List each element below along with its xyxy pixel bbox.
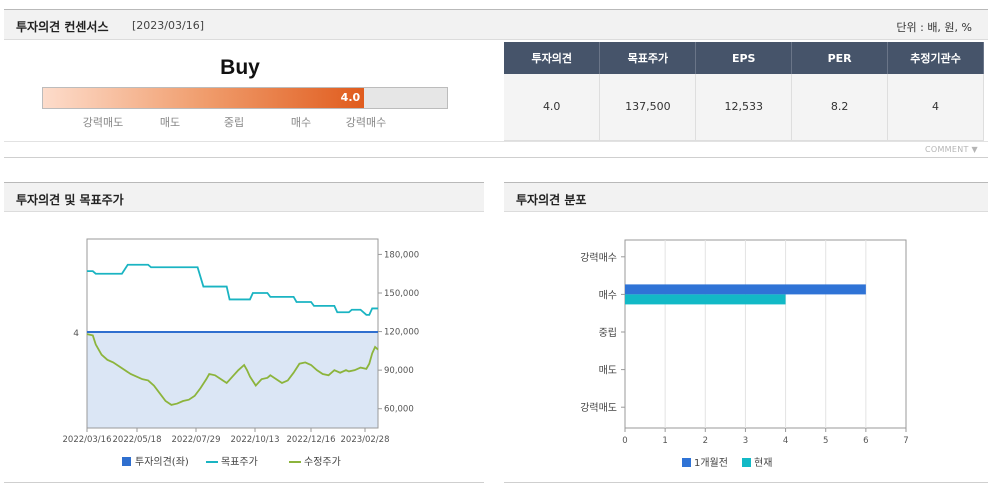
legend-label-target-price: 목표주가 (221, 456, 258, 468)
right-plot-frame (624, 239, 907, 429)
x-axis-tick-label: 4 (783, 436, 788, 446)
y-axis-category-label: 매도 (599, 365, 617, 377)
x-axis-tick-label: 2022/07/29 (172, 435, 221, 445)
legend-label-adjusted-price: 수정주가 (304, 456, 341, 468)
gauge-fill: 4.0 (43, 88, 365, 108)
legend-label-opinion: 투자의견(좌) (135, 456, 189, 468)
adjusted-price-line (86, 333, 379, 406)
right-panel-bottom-divider (504, 482, 988, 483)
target-price-line (87, 263, 378, 316)
opinion-area-fill (87, 332, 378, 428)
opinion-distribution-title: 투자의견 분포 (516, 193, 587, 207)
x-axis-tick-label: 2023/02/28 (341, 435, 390, 445)
right-axis-tick-label: 120,000 (384, 328, 419, 338)
table-header-cell: 목표주가 (599, 42, 697, 74)
gauge-label: 강력매도 (82, 116, 124, 129)
x-axis-tick-label: 7 (903, 436, 908, 446)
table-cell: 4 (887, 74, 984, 141)
x-axis-tick-label: 2 (703, 436, 708, 446)
gauge-value: 4.0 (340, 91, 361, 104)
consensus-title: 투자의견 컨센서스 (16, 20, 109, 34)
bar (625, 284, 866, 295)
table-header-cell: 추정기관수 (887, 42, 984, 74)
opinion-distribution-panel-header: 투자의견 분포 (504, 182, 988, 212)
legend-swatch-opinion (122, 457, 131, 466)
x-axis-tick-label: 2022/05/18 (113, 435, 162, 445)
opinion-target-panel-header: 투자의견 및 목표주가 (4, 182, 484, 212)
y-axis-category-label: 강력매수 (580, 252, 617, 264)
x-axis-tick-label: 2022/12/16 (287, 435, 336, 445)
table-header-cell: PER (791, 42, 889, 74)
table-header-cell: 투자의견 (504, 42, 601, 74)
comment-row: COMMENT ▼ (4, 141, 988, 158)
right-axis-tick-label: 150,000 (384, 289, 419, 299)
bar (625, 294, 786, 305)
table-row: 4.0 137,500 12,533 8.2 4 (504, 74, 984, 141)
right-axis-tick-label: 180,000 (384, 250, 419, 260)
right-axis-tick-label: 90,000 (384, 366, 414, 376)
legend-swatch-current (742, 458, 751, 467)
x-axis-tick-label: 6 (863, 436, 868, 446)
y-axis-category-label: 강력매도 (580, 402, 617, 414)
table-header-cell: EPS (695, 42, 793, 74)
legend-label-current: 현재 (754, 457, 772, 469)
y-axis-category-label: 매수 (599, 289, 617, 301)
comment-label[interactable]: COMMENT (924, 145, 969, 154)
table-cell: 137,500 (599, 74, 697, 141)
left-panel-bottom-divider (4, 482, 484, 483)
consensus-date: [2023/03/16] (132, 19, 204, 32)
table-cell: 4.0 (504, 74, 601, 141)
legend-label-one-month-ago: 1개월전 (694, 457, 728, 469)
gauge-label: 중립 (223, 116, 245, 129)
gauge-label: 매수 (290, 116, 312, 129)
unit-label: 단위 : 배, 원, % (896, 21, 972, 34)
consensus-header: 투자의견 컨센서스 [2023/03/16] 단위 : 배, 원, % (4, 9, 988, 40)
rating-word: Buy (220, 56, 260, 79)
x-axis-tick-label: 2022/10/13 (231, 435, 280, 445)
y-axis-category-label: 중립 (599, 326, 617, 339)
gauge-label: 매도 (159, 116, 181, 129)
comment-toggle[interactable]: COMMENT ▼ (925, 145, 978, 154)
x-axis-tick-label: 1 (662, 436, 667, 446)
right-axis-tick-label: 60,000 (384, 405, 414, 415)
gauge-label: 강력매수 (345, 116, 387, 129)
table-cell: 8.2 (791, 74, 889, 141)
consensus-table: 투자의견 목표주가 EPS PER 추정기관수 4.0 137,500 12,533 8.2 4 (504, 42, 984, 141)
consensus-table-header: 투자의견 목표주가 EPS PER 추정기관수 (504, 42, 984, 74)
chevron-down-icon[interactable]: ▼ (971, 145, 978, 154)
opinion-gauge: 4.0 (42, 87, 448, 109)
opinion-target-title: 투자의견 및 목표주가 (16, 193, 124, 207)
x-axis-tick-label: 2022/03/16 (63, 435, 112, 445)
left-axis-tick-label: 4 (73, 329, 79, 339)
x-axis-tick-label: 0 (622, 436, 627, 446)
x-axis-tick-label: 5 (823, 436, 828, 446)
x-axis-tick-label: 3 (743, 436, 748, 446)
left-plot-frame (86, 238, 379, 429)
legend-swatch-one-month-ago (682, 458, 691, 467)
table-cell: 12,533 (695, 74, 793, 141)
